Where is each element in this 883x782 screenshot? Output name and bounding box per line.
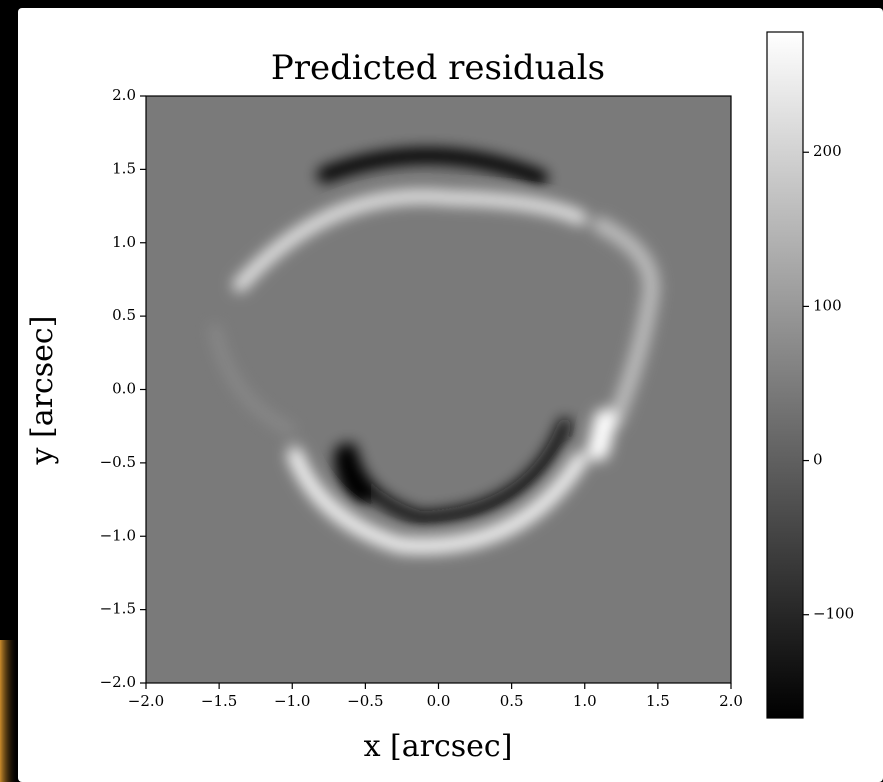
residual-feature [317,147,548,186]
colorbar [766,31,804,719]
x-tick-label: −1.0 [274,692,310,710]
y-tick-label: 0.0 [112,380,136,398]
colorbar-tick-label: 200 [813,142,842,160]
x-tick-label: 2.0 [719,692,743,710]
colorbar-tick-label: −100 [813,605,854,623]
residual-feature [592,217,660,428]
backdrop-glow [0,640,18,782]
residual-feature [587,409,616,461]
y-tick-label: 1.0 [112,233,136,251]
colorbar-tick-label: 100 [813,296,842,314]
y-tick-label: −0.5 [100,453,136,471]
residual-feature [334,444,371,506]
residual-feature [287,447,588,554]
residual-feature [233,189,587,292]
y-tick-label: −1.5 [100,600,136,618]
chart-title: Predicted residuals [271,48,605,88]
residual-image [146,96,731,683]
x-tick-label: −2.0 [128,692,164,710]
y-tick-label: 0.5 [112,306,136,324]
x-tick-label: −0.5 [347,692,383,710]
x-tick-label: 0.5 [500,692,524,710]
x-tick-label: 1.0 [573,692,597,710]
y-tick-label: −2.0 [100,673,136,691]
colorbar-tick-label: 0 [813,451,823,469]
y-tick-label: −1.0 [100,526,136,544]
residual-feature [343,418,572,526]
residual-feature [209,324,296,436]
x-tick-label: −1.5 [201,692,237,710]
x-tick-label: 1.5 [646,692,670,710]
x-tick-label: 0.0 [427,692,451,710]
y-tick-label: 1.5 [112,159,136,177]
x-axis-label: x [arcsec] [364,729,513,764]
y-axis-label: y [arcsec] [25,316,60,466]
y-tick-label: 2.0 [112,86,136,104]
